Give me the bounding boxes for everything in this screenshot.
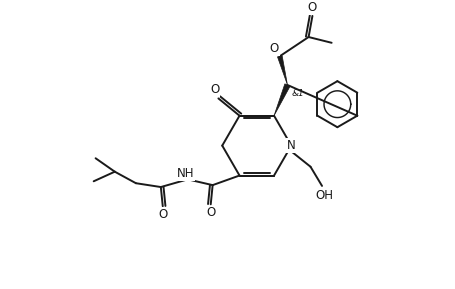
Polygon shape — [277, 55, 287, 85]
Text: O: O — [269, 42, 278, 55]
Text: &1: &1 — [291, 89, 303, 98]
Text: O: O — [307, 1, 316, 14]
Text: OH: OH — [314, 189, 332, 202]
Text: N: N — [286, 139, 295, 152]
Text: NH: NH — [177, 167, 194, 180]
Text: O: O — [158, 208, 167, 221]
Text: O: O — [206, 206, 215, 219]
Text: O: O — [209, 83, 219, 96]
Polygon shape — [273, 84, 289, 116]
